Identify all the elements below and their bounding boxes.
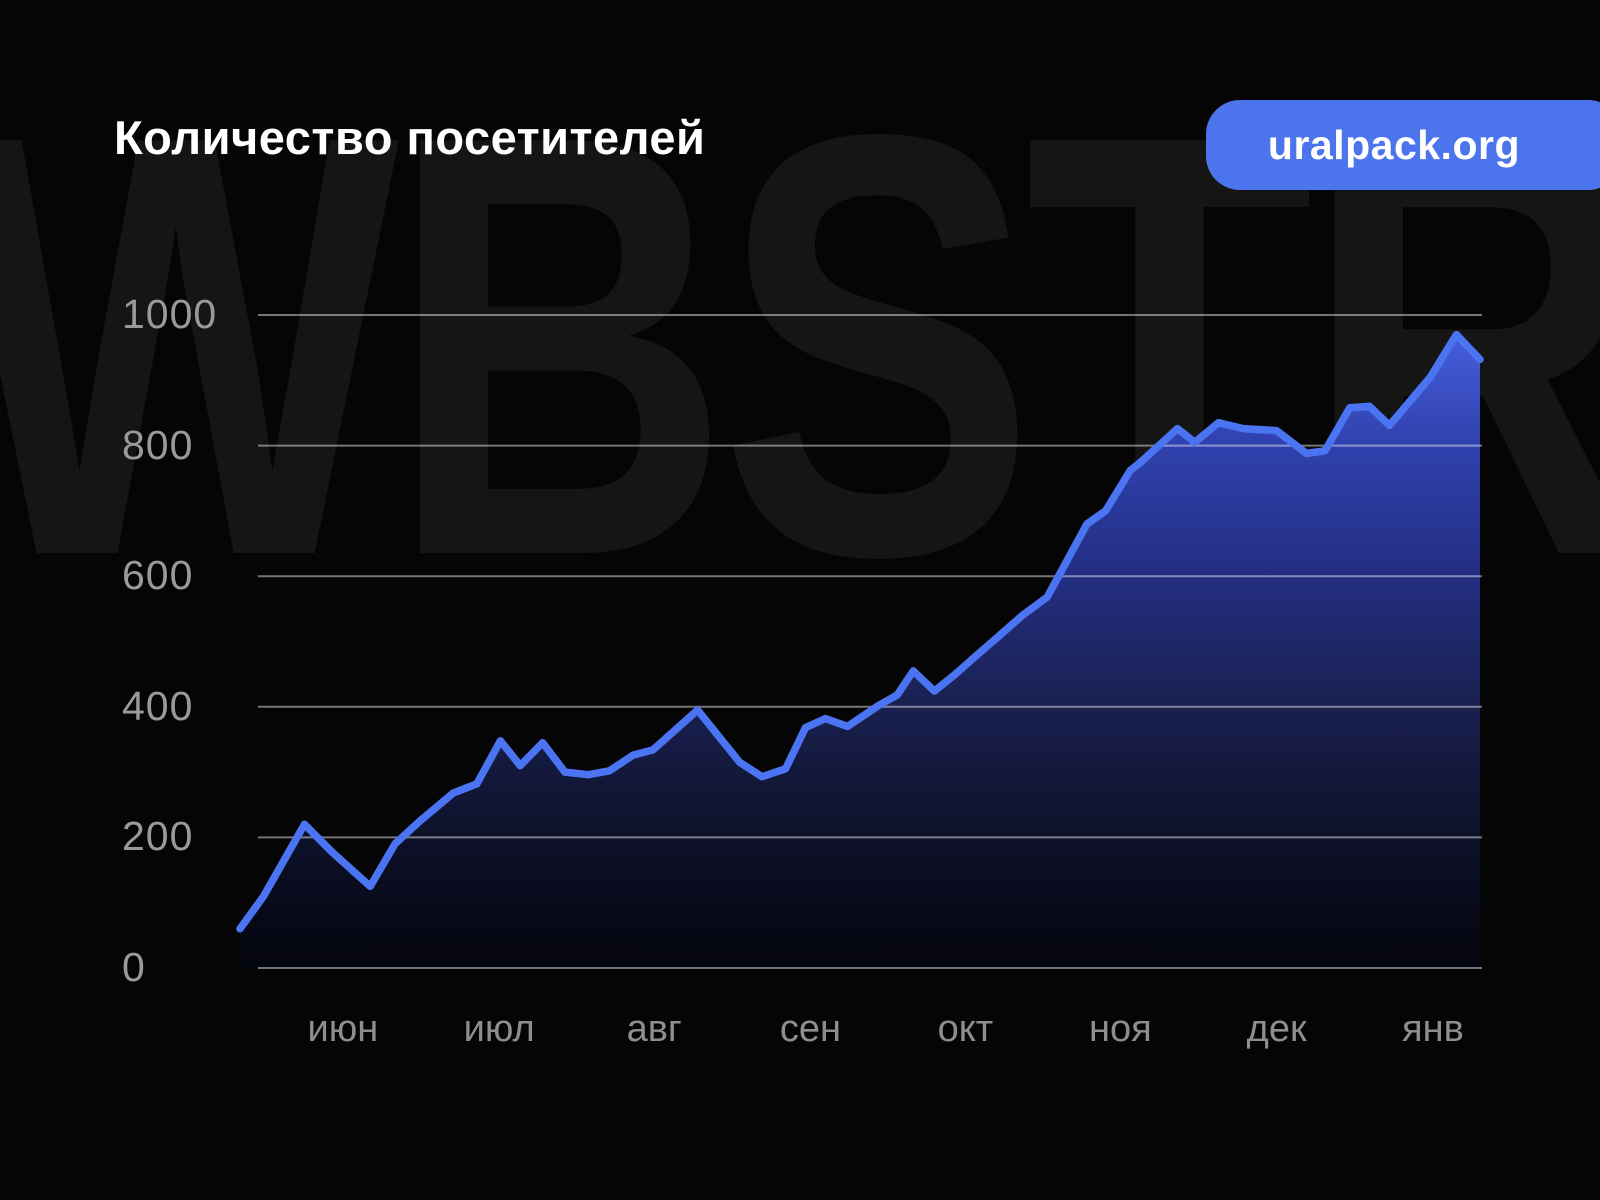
x-axis-tick-label-янв: янв	[1402, 1008, 1464, 1050]
y-axis-tick-label-800: 800	[122, 421, 194, 468]
x-axis-tick-label-ноя: ноя	[1089, 1008, 1152, 1050]
x-axis-tick-label-дек: дек	[1246, 1008, 1307, 1050]
x-axis-tick-label-июн: июн	[307, 1008, 379, 1050]
page-title: Количество посетителей	[114, 111, 706, 164]
y-axis-tick-label-600: 600	[122, 552, 194, 599]
site-url-label: uralpack.org	[1267, 121, 1520, 168]
x-axis-tick-label-авг: авг	[626, 1008, 682, 1050]
y-axis-tick-label-0: 0	[122, 944, 146, 990]
y-axis-tick-label-200: 200	[122, 813, 194, 860]
x-axis-tick-label-окт: окт	[937, 1008, 994, 1050]
x-axis-tick-label-сен: сен	[779, 1008, 841, 1050]
y-axis-tick-label-400: 400	[122, 682, 194, 729]
y-axis-tick-label-1000: 1000	[122, 291, 218, 337]
x-axis-tick-label-июл: июл	[463, 1008, 535, 1050]
visitors-line	[236, 330, 1484, 933]
site-url-badge[interactable]: uralpack.org	[1205, 100, 1600, 190]
visitors-area-fill	[240, 334, 1480, 969]
